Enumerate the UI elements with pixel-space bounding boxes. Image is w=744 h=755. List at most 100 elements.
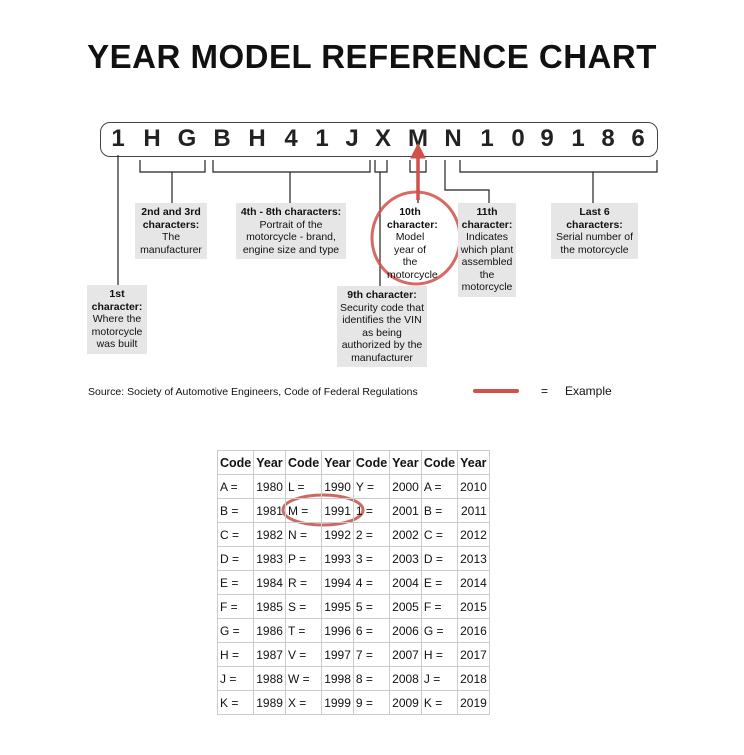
code-cell: A = [420, 474, 459, 499]
code-cell: F = [216, 594, 255, 619]
year-cell: 1986 [253, 618, 286, 643]
bracket-4th-8th [212, 160, 371, 203]
code-cell: 5 = [352, 594, 391, 619]
code-cell: C = [420, 522, 459, 547]
year-cell: 1998 [321, 666, 354, 691]
code-cell: R = [284, 570, 323, 595]
code-cell: E = [420, 570, 459, 595]
table-row: G = 1986 T = 1996 6 = 2006 G = 2016 [216, 618, 490, 643]
source-note: Source: Society of Automotive Engineers,… [88, 386, 418, 398]
year-cell: 1989 [253, 690, 286, 715]
code-cell: H = [216, 642, 255, 667]
table-header: Code Year Code Year Code Year Code Year [216, 450, 490, 475]
year-cell: 1985 [253, 594, 286, 619]
code-cell: D = [420, 546, 459, 571]
year-cell: 1982 [253, 522, 286, 547]
year-cell: 1999 [321, 690, 354, 715]
column-header: Year [321, 450, 354, 475]
code-cell: C = [216, 522, 255, 547]
year-cell: 2014 [457, 570, 490, 595]
table-row: C = 1982 N = 1992 2 = 2002 C = 2012 [216, 522, 490, 547]
vin-character: 4 [284, 125, 298, 152]
code-cell: 8 = [352, 666, 391, 691]
label-4th-8th: 4th - 8th characters: Portrait of the mot… [236, 203, 346, 259]
code-cell: X = [284, 690, 323, 715]
code-cell: L = [284, 474, 323, 499]
year-cell: 2008 [389, 666, 422, 691]
year-cell: 2016 [457, 618, 490, 643]
vin-character: J [345, 125, 359, 152]
vin-box [100, 122, 658, 157]
code-cell: G = [216, 618, 255, 643]
column-header: Code [284, 450, 323, 475]
table-row: F = 1985 S = 1995 5 = 2005 F = 2015 [216, 594, 490, 619]
bracket-11th [444, 160, 490, 203]
label-9th: 9th character: Security code that identif… [337, 286, 427, 367]
column-header: Year [389, 450, 422, 475]
table-row: K = 1989 X = 1999 9 = 2009 K = 2019 [216, 690, 490, 715]
year-cell: 2010 [457, 474, 490, 499]
year-cell: 1991 [321, 498, 354, 523]
page-title: YEAR MODEL REFERENCE CHART [87, 38, 657, 75]
year-cell: 2003 [389, 546, 422, 571]
year-cell: 2018 [457, 666, 490, 691]
year-code-table: Code Year Code Year Code Year Code Year A = 1980… [216, 450, 490, 715]
year-cell: 1983 [253, 546, 286, 571]
column-header: Year [253, 450, 286, 475]
year-cell: 1996 [321, 618, 354, 643]
column-header: Year [457, 450, 490, 475]
legend-equals: = [541, 384, 549, 398]
code-cell: D = [216, 546, 255, 571]
bracket-last-6 [459, 160, 658, 203]
table-row: D = 1983 P = 1993 3 = 2003 D = 2013 [216, 546, 490, 571]
code-cell: S = [284, 594, 323, 619]
label-1st: 1st character: Where the motorcycle was b… [87, 285, 147, 354]
vin-character: 8 [601, 125, 615, 152]
vin-character: 1 [111, 125, 125, 152]
vin-character: H [143, 125, 161, 152]
year-cell: 1993 [321, 546, 354, 571]
table-row: B = 1981 M = 1991 1 = 2001 B = 2011 [216, 498, 490, 523]
year-cell: 2006 [389, 618, 422, 643]
code-cell: 9 = [352, 690, 391, 715]
code-cell: M = [284, 498, 323, 523]
code-cell: K = [216, 690, 255, 715]
code-cell: A = [216, 474, 255, 499]
label-10th: 10th character: Model year of the motorcy… [387, 206, 438, 281]
year-cell: 2012 [457, 522, 490, 547]
vin-character: 1 [571, 125, 585, 152]
code-cell: H = [420, 642, 459, 667]
year-cell: 1981 [253, 498, 286, 523]
column-header: Code [352, 450, 391, 475]
year-cell: 2000 [389, 474, 422, 499]
year-cell: 1980 [253, 474, 286, 499]
vin-character: 1 [315, 125, 329, 152]
table-row: A = 1980 L = 1990 Y = 2000 A = 2010 [216, 474, 490, 499]
year-cell: 2017 [457, 642, 490, 667]
column-header: Code [216, 450, 255, 475]
table-row: J = 1988 W = 1998 8 = 2008 J = 2018 [216, 666, 490, 691]
year-cell: 1995 [321, 594, 354, 619]
year-cell: 2013 [457, 546, 490, 571]
code-cell: 4 = [352, 570, 391, 595]
year-cell: 1994 [321, 570, 354, 595]
legend-example: Example [565, 384, 612, 398]
table-row: E = 1984 R = 1994 4 = 2004 E = 2014 [216, 570, 490, 595]
code-cell: Y = [352, 474, 391, 499]
vin-character: 1 [480, 125, 494, 152]
vin-character: G [177, 125, 197, 152]
label-last-6: Last 6 characters: Serial number of the m… [551, 203, 638, 259]
code-cell: 1 = [352, 498, 391, 523]
vin-character: H [248, 125, 266, 152]
year-cell: 2007 [389, 642, 422, 667]
year-cell: 1984 [253, 570, 286, 595]
year-cell: 1992 [321, 522, 354, 547]
vin-character: B [213, 125, 231, 152]
table-row: H = 1987 V = 1997 7 = 2007 H = 2017 [216, 642, 490, 667]
code-cell: F = [420, 594, 459, 619]
year-cell: 1988 [253, 666, 286, 691]
code-cell: 3 = [352, 546, 391, 571]
code-cell: 6 = [352, 618, 391, 643]
code-cell: W = [284, 666, 323, 691]
code-cell: T = [284, 618, 323, 643]
